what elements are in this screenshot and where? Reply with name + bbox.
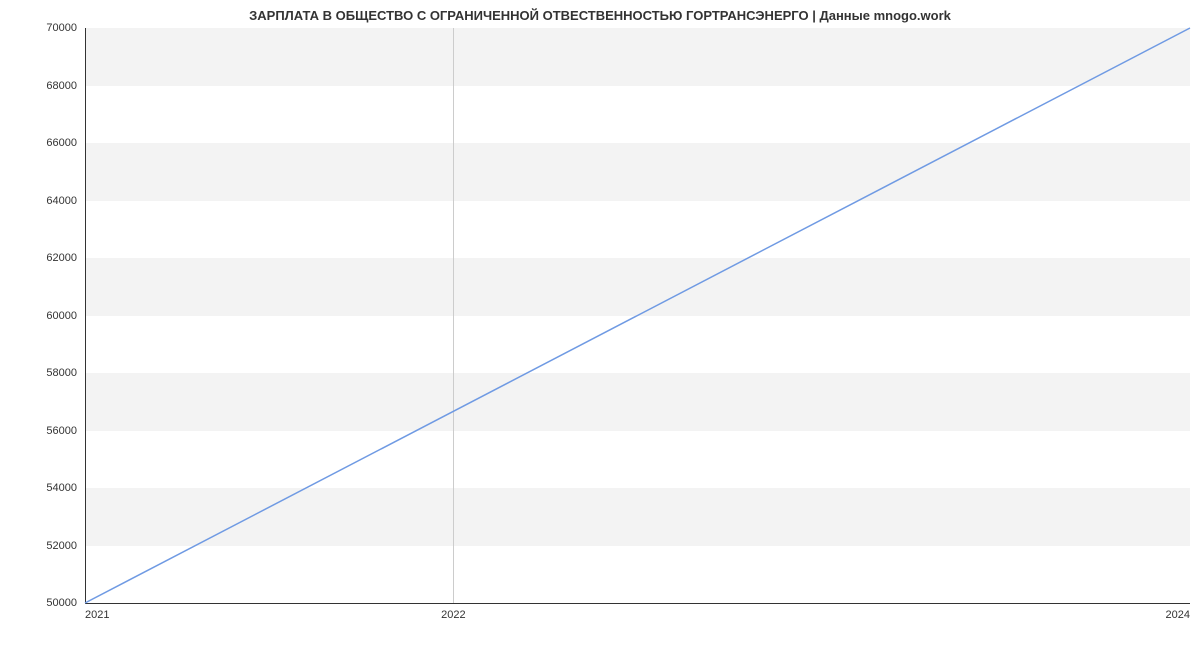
chart-title: ЗАРПЛАТА В ОБЩЕСТВО С ОГРАНИЧЕННОЙ ОТВЕС… — [0, 8, 1200, 23]
x-axis-line — [85, 603, 1190, 604]
salary-line-chart: ЗАРПЛАТА В ОБЩЕСТВО С ОГРАНИЧЕННОЙ ОТВЕС… — [0, 0, 1200, 650]
plot-area: 5000052000540005600058000600006200064000… — [85, 28, 1190, 603]
y-tick-label: 64000 — [46, 195, 77, 207]
y-tick-label: 50000 — [46, 597, 77, 609]
y-tick-label: 70000 — [46, 22, 77, 34]
y-tick-label: 60000 — [46, 310, 77, 322]
y-tick-label: 56000 — [46, 425, 77, 437]
x-tick-label: 2024 — [1166, 609, 1190, 621]
x-tick-label: 2021 — [85, 609, 109, 621]
y-tick-label: 58000 — [46, 367, 77, 379]
y-tick-label: 52000 — [46, 540, 77, 552]
y-tick-label: 62000 — [46, 252, 77, 264]
series-layer — [85, 28, 1190, 603]
x-tick-label: 2022 — [441, 609, 465, 621]
series-line-salary — [85, 28, 1190, 603]
y-tick-label: 68000 — [46, 80, 77, 92]
y-tick-label: 66000 — [46, 137, 77, 149]
y-tick-label: 54000 — [46, 482, 77, 494]
